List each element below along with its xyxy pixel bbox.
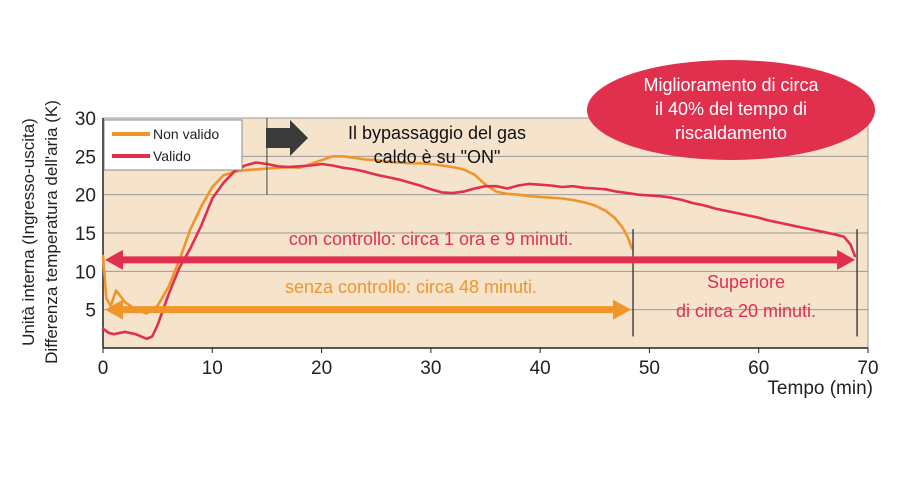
- x-tick-label-20: 20: [311, 358, 332, 379]
- bypass-annotation: Il bypassaggio del gas caldo è su "ON": [266, 120, 526, 167]
- legend-label-valido: Valido: [153, 148, 191, 164]
- legend: Non valido Valido: [103, 119, 243, 171]
- x-tick-label-50: 50: [639, 358, 660, 379]
- x-tick-label-10: 10: [202, 358, 223, 379]
- y-tick-label-25: 25: [75, 147, 96, 168]
- with-control-label: con controllo: circa 1 ora e 9 minuti.: [289, 229, 573, 249]
- badge-text-line2: il 40% del tempo di: [655, 99, 807, 119]
- without-control-arrow-head-right: [613, 299, 632, 320]
- annotations: [105, 118, 858, 337]
- with-control-arrow-head-right: [837, 249, 856, 270]
- bypass-text-line1: Il bypassaggio del gas: [348, 123, 526, 143]
- x-tick-label-40: 40: [530, 358, 551, 379]
- without-control-arrow-head-left: [105, 299, 123, 320]
- y-tick-label-30: 30: [75, 109, 96, 130]
- x-tick-label-30: 30: [420, 358, 441, 379]
- x-tick-label-60: 60: [748, 358, 769, 379]
- superior-text-line1: Superiore: [707, 272, 785, 292]
- y-axis-label-line1: Unità interna (Ingresso-uscita): [19, 118, 38, 346]
- with-control-arrow-head-left: [105, 249, 123, 270]
- series: [101, 155, 857, 341]
- series-line-valido: [101, 161, 857, 341]
- y-tick-label-10: 10: [75, 262, 96, 283]
- bypass-arrow-icon: [266, 120, 308, 156]
- x-axis-label: Tempo (min): [767, 378, 873, 399]
- y-tick-label-20: 20: [75, 186, 96, 207]
- legend-label-non-valido: Non valido: [153, 126, 219, 142]
- badge-text-line3: riscaldamento: [675, 123, 787, 143]
- bypass-text-line2: caldo è su "ON": [374, 147, 501, 167]
- without-control-label: senza controllo: circa 48 minuti.: [285, 277, 537, 297]
- x-tick-label-0: 0: [98, 358, 109, 379]
- improvement-badge: Miglioramento di circa il 40% del tempo …: [587, 60, 875, 160]
- badge-text-line1: Miglioramento di circa: [643, 75, 819, 95]
- y-axis-label-line2: Differenza temperatura dell'aria (K): [42, 100, 61, 364]
- x-tick-label-70: 70: [857, 358, 878, 379]
- y-tick-label-5: 5: [85, 301, 96, 322]
- axes: 0 10 20 30 40 50 60 70 5 10 15 20 25 30: [75, 109, 879, 379]
- superior-text-line2: di circa 20 minuti.: [676, 301, 816, 321]
- y-tick-label-15: 15: [75, 224, 96, 245]
- series-line-non-valido: [101, 155, 634, 315]
